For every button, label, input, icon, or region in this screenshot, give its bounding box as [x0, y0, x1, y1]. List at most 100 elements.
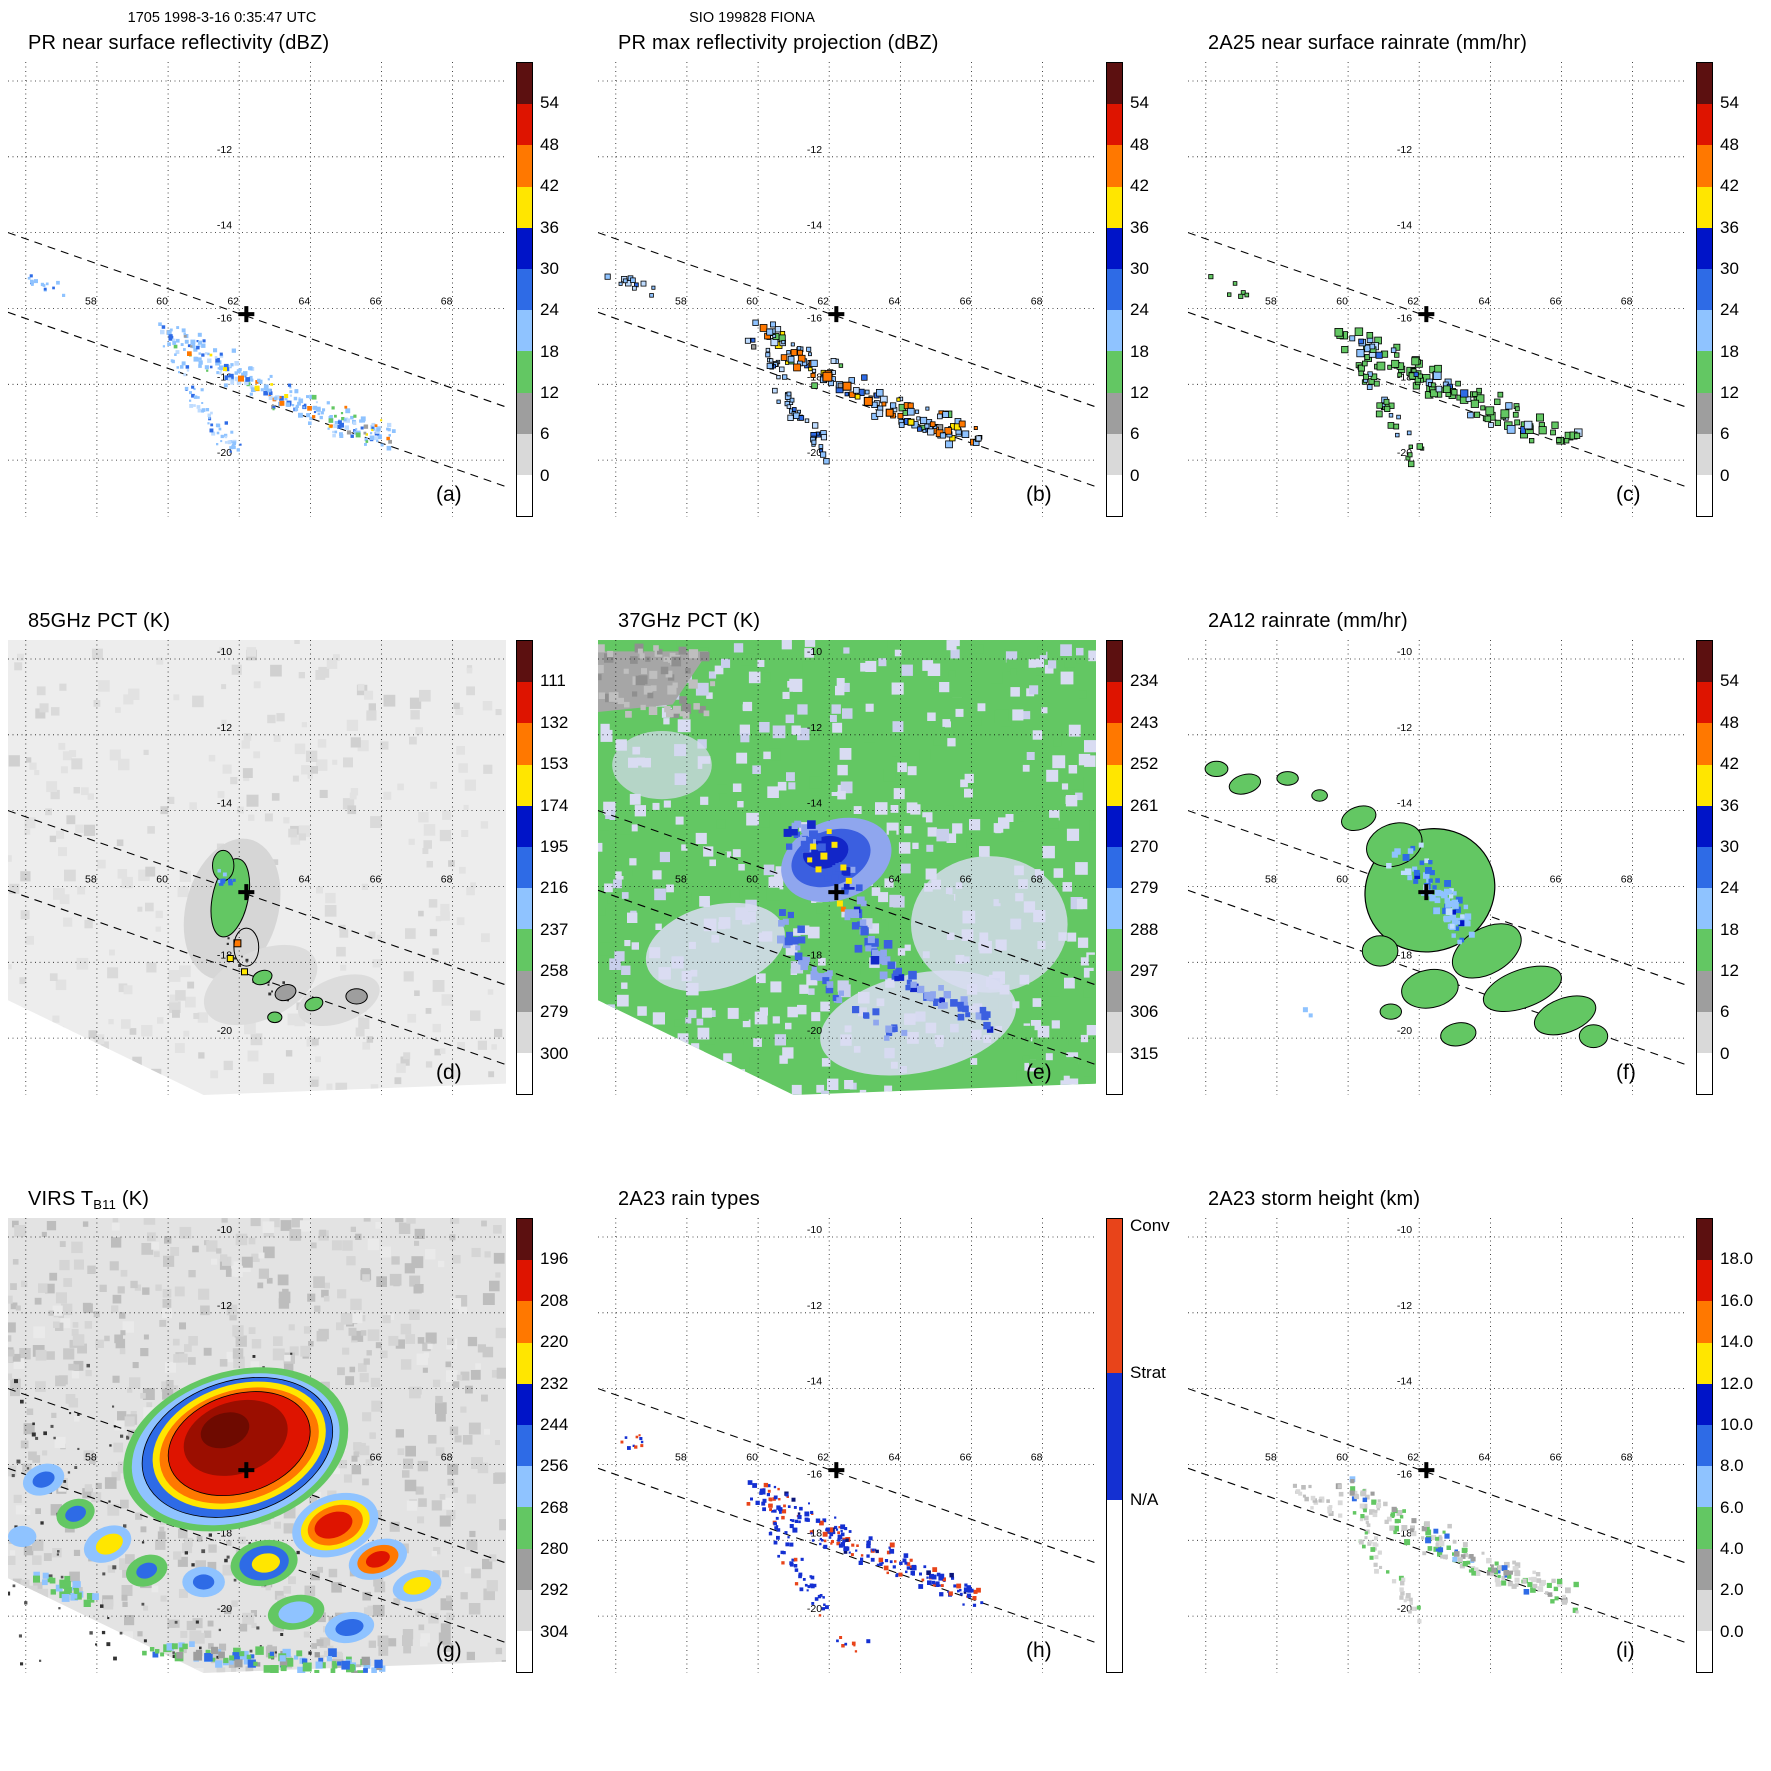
svg-text:68: 68 — [441, 1452, 453, 1464]
colorbar-tick-label: 6 — [1720, 1002, 1730, 1022]
data-blob — [612, 731, 712, 800]
svg-text:-18: -18 — [807, 949, 822, 961]
colorbar-tick-label: 18 — [540, 341, 559, 361]
title-text: PR near surface reflectivity (dBZ) — [28, 32, 330, 54]
data-blob — [1204, 760, 1229, 777]
colorbar-tick-label: 30 — [1720, 258, 1739, 278]
svg-text:58: 58 — [85, 296, 97, 308]
grid-lines — [1188, 62, 1686, 517]
panel-letter: (a) — [436, 483, 462, 506]
data-blob — [1276, 771, 1299, 786]
data-blob — [1379, 1003, 1403, 1020]
data-blob — [304, 996, 324, 1012]
colorbar-tick-label: 14.0 — [1720, 1332, 1754, 1352]
colorbar-bar — [1696, 62, 1713, 517]
colorbar-dbz: 54 48 42 36 30 24 18 12 6 0 — [1106, 62, 1178, 517]
colorbar-tick-label: 174 — [540, 795, 569, 815]
data-dots — [1425, 1537, 1458, 1562]
swath-edge-lines — [8, 1388, 506, 1644]
speckle-cluster — [142, 1641, 386, 1673]
panel-g: VIRS TB11 (K) 586062646668-10-12-14-16-1… — [0, 1182, 590, 1760]
data-blob — [1401, 968, 1459, 1009]
title-text: PR max reflectivity projection (dBZ) — [618, 32, 939, 54]
data-blob — [335, 1618, 364, 1637]
colorbar-tick-label: 42 — [540, 176, 559, 196]
colorbar-tick-label: 315 — [1130, 1043, 1159, 1063]
title-text: VIRS T — [28, 1188, 94, 1210]
data-blob — [297, 974, 380, 1027]
panel-i-title: 2A23 storm height (km) — [1208, 1188, 1420, 1212]
colorbar-tick-label: 24 — [1720, 878, 1739, 898]
svg-text:64: 64 — [889, 874, 901, 886]
svg-text:58: 58 — [675, 874, 687, 886]
speckle-cluster — [27, 274, 66, 297]
colorbar-tick-label: 208 — [540, 1290, 569, 1310]
speckle-cluster — [158, 322, 396, 451]
svg-text:-16: -16 — [807, 1469, 822, 1481]
svg-text:64: 64 — [299, 874, 311, 886]
panel-letter: (b) — [1026, 483, 1052, 506]
colorbar-category-label: N/A — [1130, 1490, 1159, 1510]
speckle-cluster — [836, 1636, 871, 1653]
svg-text:-20: -20 — [807, 1603, 822, 1615]
svg-text:62: 62 — [1407, 1452, 1419, 1464]
speckle-cluster — [765, 347, 830, 465]
data-blob — [8, 1525, 37, 1548]
colorbar-tick-label: 12 — [540, 382, 559, 402]
colorbar-bar — [516, 640, 533, 1095]
svg-text:-20: -20 — [1397, 1025, 1412, 1037]
svg-text:58: 58 — [675, 296, 687, 308]
speckle-cluster — [777, 909, 908, 1041]
speckle-cluster — [217, 869, 236, 886]
colorbar-tick-label: 132 — [540, 712, 569, 732]
svg-text:-16: -16 — [217, 313, 232, 325]
colorbar-rainrate: 54 48 42 36 30 24 18 12 6 0 — [1696, 62, 1768, 517]
svg-text:68: 68 — [1031, 1452, 1043, 1464]
colorbar-tick-label: 36 — [540, 217, 559, 237]
svg-text:58: 58 — [1265, 874, 1277, 886]
data-blob — [645, 902, 785, 992]
colorbar-tick-label: 30 — [540, 258, 559, 278]
colorbar-tick-label: 48 — [1720, 134, 1739, 154]
colorbar-tick-label: 48 — [1720, 712, 1739, 732]
storm-center-marker — [1418, 306, 1435, 323]
swath-edge-lines — [598, 232, 1096, 488]
map-2a23-rain-types: 58 60 62 64 66 68 -10 -12 -14 -16 -18 -20 (h) — [598, 1218, 1096, 1673]
data-blob — [1361, 935, 1399, 967]
svg-text:58: 58 — [1265, 296, 1277, 308]
colorbar-tick-label: 24 — [1720, 300, 1739, 320]
colorbar-tick-label: 54 — [1720, 671, 1739, 691]
panel-a: PR near surface reflectivity (dBZ) 58 60 6… — [0, 26, 590, 604]
colorbar-tick-label: 0 — [1720, 465, 1730, 485]
title-text: 2A12 rainrate (mm/hr) — [1208, 610, 1408, 632]
svg-text:-10: -10 — [217, 1224, 232, 1236]
data-blob — [233, 927, 260, 967]
colorbar-tick-label: 279 — [1130, 878, 1159, 898]
colorbar-tick-label: 48 — [1130, 134, 1149, 154]
colorbar-rainrate: 54 48 42 36 30 24 18 12 6 0 — [1696, 640, 1768, 1095]
panel-letter: (c) — [1616, 483, 1641, 506]
colorbar-tick-label: 18 — [1720, 919, 1739, 939]
data-blob — [314, 1511, 353, 1539]
speckle-cluster — [170, 353, 242, 453]
title-text: 2A23 rain types — [618, 1188, 760, 1210]
data-dots — [1302, 1007, 1313, 1018]
colorbar-tick-label: 232 — [540, 1373, 569, 1393]
colorbar-tick-label: 258 — [540, 960, 569, 980]
colorbar-tick-label: 12 — [1130, 382, 1149, 402]
swath-region — [598, 651, 709, 712]
colorbar-bar — [1696, 640, 1713, 1095]
svg-text:60: 60 — [746, 1452, 758, 1464]
svg-text:60: 60 — [1336, 296, 1348, 308]
speckle-cluster — [33, 1571, 99, 1607]
speckle-cluster — [1386, 842, 1475, 945]
colorbar-dbz: 54 48 42 36 30 24 18 12 6 0 — [516, 62, 588, 517]
colorbar-tick-label: 48 — [540, 134, 559, 154]
svg-text:-12: -12 — [1397, 1300, 1412, 1312]
colorbar-tick-label: 0 — [1130, 465, 1140, 485]
colorbar-tick-label: 111 — [540, 671, 566, 691]
svg-text:66: 66 — [370, 874, 382, 886]
